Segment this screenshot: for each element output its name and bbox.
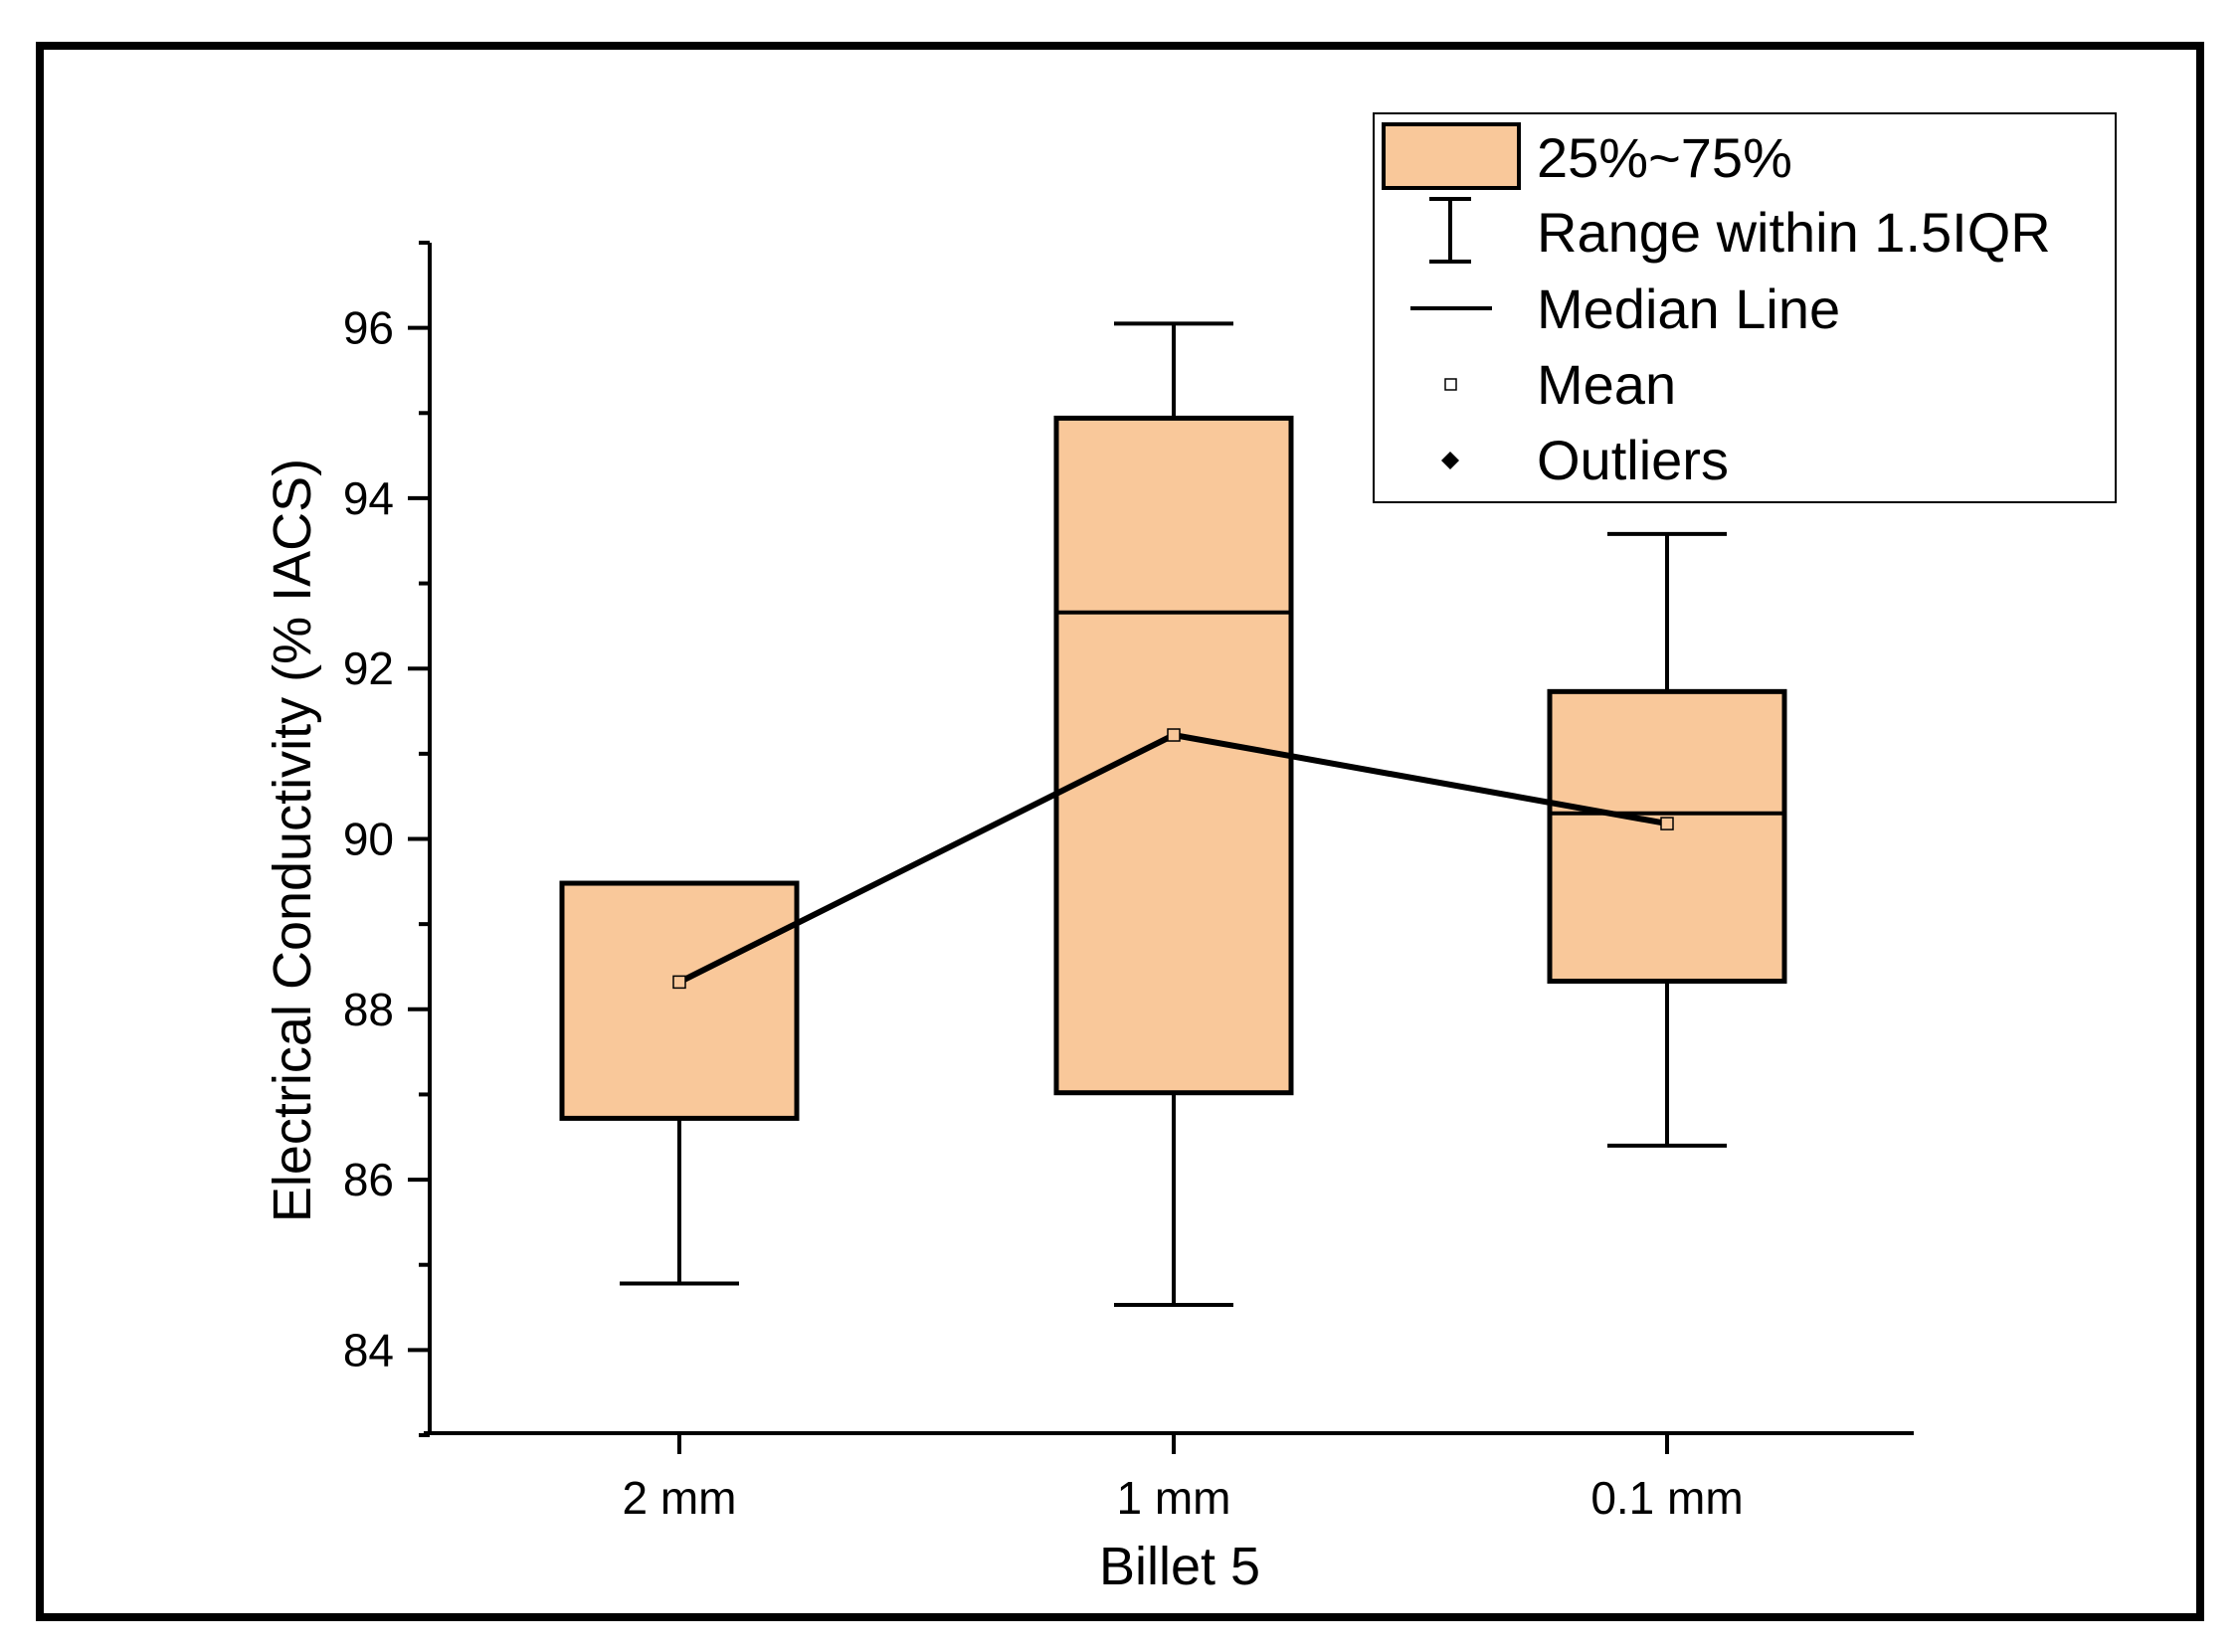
y-tick-label-96: 96	[343, 302, 394, 354]
legend-label-range: Range within 1.5IQR	[1537, 201, 2051, 264]
box-1	[1053, 415, 1294, 1096]
x-tick-label-2: 0.1 mm	[1590, 1472, 1743, 1524]
outer-frame	[36, 42, 2204, 1621]
legend-label-median: Median Line	[1537, 277, 1840, 340]
box-0	[559, 880, 800, 1121]
legend-mean-swatch	[1444, 378, 1457, 391]
y-tick-label-88: 88	[343, 984, 394, 1035]
legend-label-mean: Mean	[1537, 353, 1676, 416]
mean-line-group	[672, 728, 1674, 990]
x-tick-label-1: 1 mm	[1117, 1472, 1231, 1524]
y-axis-title: Electrical Conductivity (% IACS)	[263, 459, 322, 1222]
y-tick-label-86: 86	[343, 1154, 394, 1205]
legend-outlier-swatch	[1441, 452, 1459, 469]
box-2	[1547, 688, 1787, 985]
y-tick-label-84: 84	[343, 1324, 394, 1376]
legend: 25%~75% Range within 1.5IQR Median Line …	[1373, 112, 2117, 503]
y-tick-label-94: 94	[343, 472, 394, 524]
y-tick-label-92: 92	[343, 642, 394, 694]
legend-label-box: 25%~75%	[1537, 126, 1792, 189]
box-group-2	[1547, 531, 1787, 1148]
legend-whisker-swatch	[1429, 197, 1471, 264]
x-axis-title: Billet 5	[1099, 1537, 1260, 1596]
boxes	[559, 321, 1787, 1307]
y-ticks: 84 86 88 90 92 94 96	[343, 241, 430, 1437]
mean-marker-1	[1167, 728, 1181, 742]
mean-marker-0	[672, 975, 686, 990]
box-group-0	[559, 880, 800, 1286]
x-tick-label-0: 2 mm	[623, 1472, 737, 1524]
mean-marker-2	[1660, 817, 1674, 830]
legend-label-outliers: Outliers	[1537, 429, 1729, 491]
y-tick-label-90: 90	[343, 814, 394, 865]
box-group-1	[1053, 321, 1294, 1307]
legend-box-swatch	[1382, 122, 1521, 190]
x-ticks: 2 mm 1 mm 0.1 mm	[623, 1433, 1744, 1524]
